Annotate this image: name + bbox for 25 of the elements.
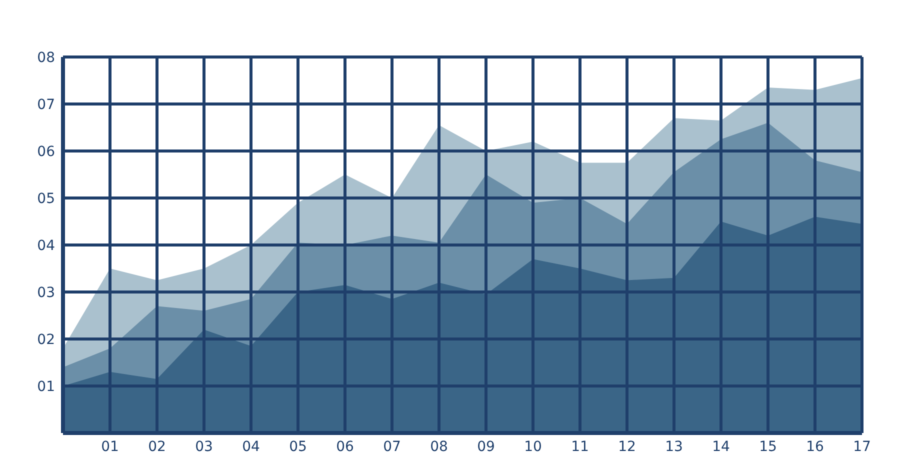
- x-tick-label: 10: [524, 438, 542, 455]
- y-tick-label: 06: [37, 144, 56, 160]
- x-tick-label: 11: [571, 438, 589, 455]
- x-tick-label: 16: [806, 438, 824, 455]
- y-tick-label: 05: [37, 190, 55, 207]
- x-tick-label: 04: [242, 438, 260, 455]
- x-tick-label: 08: [430, 438, 448, 455]
- y-tick-label: 01: [37, 378, 55, 395]
- x-tick-label: 01: [101, 438, 119, 455]
- x-tick-label: 09: [477, 438, 495, 455]
- x-tick-label: 05: [289, 438, 307, 455]
- x-tick-label: 12: [618, 438, 636, 455]
- x-tick-label: 06: [336, 438, 354, 455]
- y-tick-label: 08: [37, 50, 55, 66]
- y-tick-label: 03: [37, 284, 55, 301]
- y-tick-label: 02: [37, 332, 55, 348]
- x-tick-label: 03: [195, 438, 213, 455]
- x-tick-label: 02: [148, 438, 166, 455]
- x-tick-label: 15: [759, 438, 777, 455]
- x-tick-label: 17: [853, 438, 871, 455]
- y-tick-label: 04: [37, 238, 56, 254]
- y-tick-label: 07: [37, 96, 55, 113]
- x-tick-label: 14: [712, 438, 730, 455]
- x-tick-label: 07: [383, 438, 401, 455]
- x-tick-label: 13: [665, 438, 683, 455]
